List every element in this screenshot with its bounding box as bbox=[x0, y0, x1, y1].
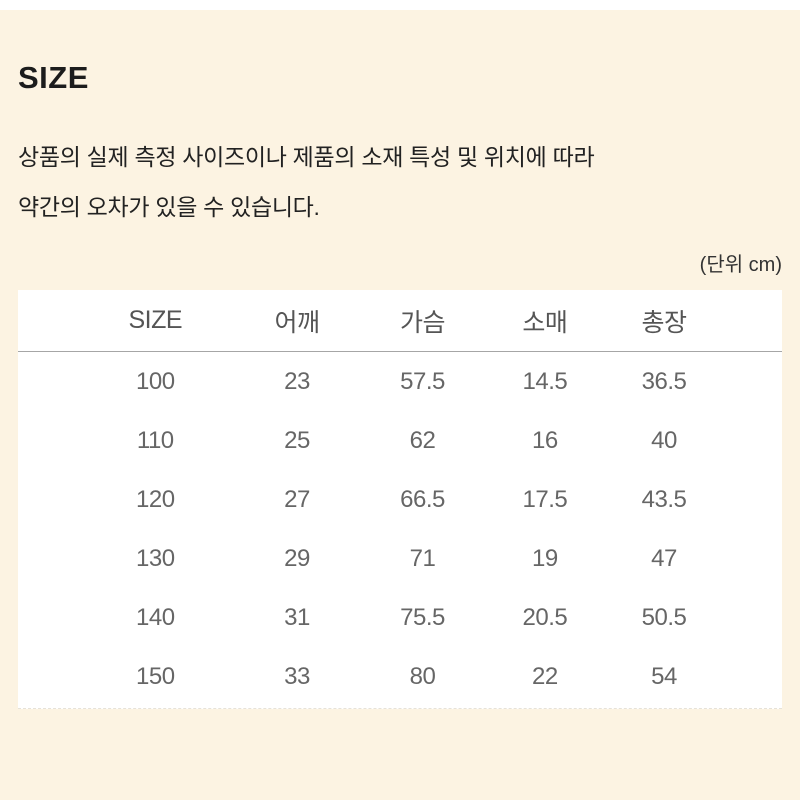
table-cell: 140 bbox=[136, 603, 175, 631]
column-header-size: SIZE bbox=[128, 306, 183, 334]
table-cell: 100 bbox=[136, 367, 175, 395]
table-cell: 16 bbox=[532, 426, 558, 454]
table-cell: 120 bbox=[136, 485, 175, 513]
table-row: 150 33 80 22 54 bbox=[18, 647, 782, 706]
table-cell: 19 bbox=[532, 544, 558, 572]
table-cell: 25 bbox=[284, 426, 310, 454]
table-cell: 150 bbox=[136, 662, 175, 690]
table-cell: 33 bbox=[284, 662, 310, 690]
table-cell: 130 bbox=[136, 544, 175, 572]
table-cell: 47 bbox=[651, 544, 677, 572]
column-header-shoulder: 어깨 bbox=[274, 308, 320, 337]
size-table: SIZE 어깨 가슴 소매 총장 100 23 57.5 14.5 36.5 1… bbox=[18, 290, 782, 709]
size-disclaimer-line2: 약간의 오차가 있을 수 있습니다. bbox=[18, 194, 320, 220]
column-header-sleeve: 소매 bbox=[522, 308, 568, 337]
table-cell: 40 bbox=[651, 426, 677, 454]
page-title: SIZE bbox=[18, 60, 89, 95]
table-row: 140 31 75.5 20.5 50.5 bbox=[18, 588, 782, 647]
table-cell: 22 bbox=[532, 662, 558, 690]
table-cell: 20.5 bbox=[522, 603, 568, 631]
unit-label: (단위 cm) bbox=[699, 254, 782, 276]
table-cell: 57.5 bbox=[400, 367, 445, 395]
table-cell: 43.5 bbox=[641, 485, 687, 513]
table-cell: 71 bbox=[409, 544, 436, 572]
table-cell: 23 bbox=[284, 367, 310, 395]
table-cell: 31 bbox=[284, 603, 310, 631]
size-disclaimer: 상품의 실제 측정 사이즈이나 제품의 소재 특성 및 위치에 따라 약간의 오… bbox=[18, 132, 782, 232]
table-cell: 75.5 bbox=[400, 603, 445, 631]
table-row: 130 29 71 19 47 bbox=[18, 529, 782, 588]
table-cell: 110 bbox=[136, 426, 174, 454]
table-cell: 27 bbox=[284, 485, 310, 513]
table-row: 100 23 57.5 14.5 36.5 bbox=[18, 352, 782, 411]
column-header-chest: 가슴 bbox=[400, 308, 446, 337]
table-cell: 36.5 bbox=[641, 367, 687, 395]
table-row: 110 25 62 16 40 bbox=[18, 411, 782, 470]
size-disclaimer-line1: 상품의 실제 측정 사이즈이나 제품의 소재 특성 및 위치에 따라 bbox=[18, 144, 595, 170]
table-row: 120 27 66.5 17.5 43.5 bbox=[18, 470, 782, 529]
table-cell: 66.5 bbox=[400, 485, 445, 513]
table-cell: 50.5 bbox=[641, 603, 687, 631]
table-cell: 62 bbox=[409, 426, 436, 454]
table-cell: 17.5 bbox=[522, 485, 568, 513]
table-cell: 80 bbox=[409, 662, 436, 690]
table-cell: 29 bbox=[284, 544, 310, 572]
table-cell: 14.5 bbox=[522, 367, 568, 395]
column-header-length: 총장 bbox=[641, 308, 688, 337]
size-section: SIZE 상품의 실제 측정 사이즈이나 제품의 소재 특성 및 위치에 따라 … bbox=[0, 60, 800, 709]
size-table-header-row: SIZE 어깨 가슴 소매 총장 bbox=[18, 290, 782, 352]
top-divider bbox=[0, 0, 800, 10]
table-cell: 54 bbox=[651, 662, 677, 690]
